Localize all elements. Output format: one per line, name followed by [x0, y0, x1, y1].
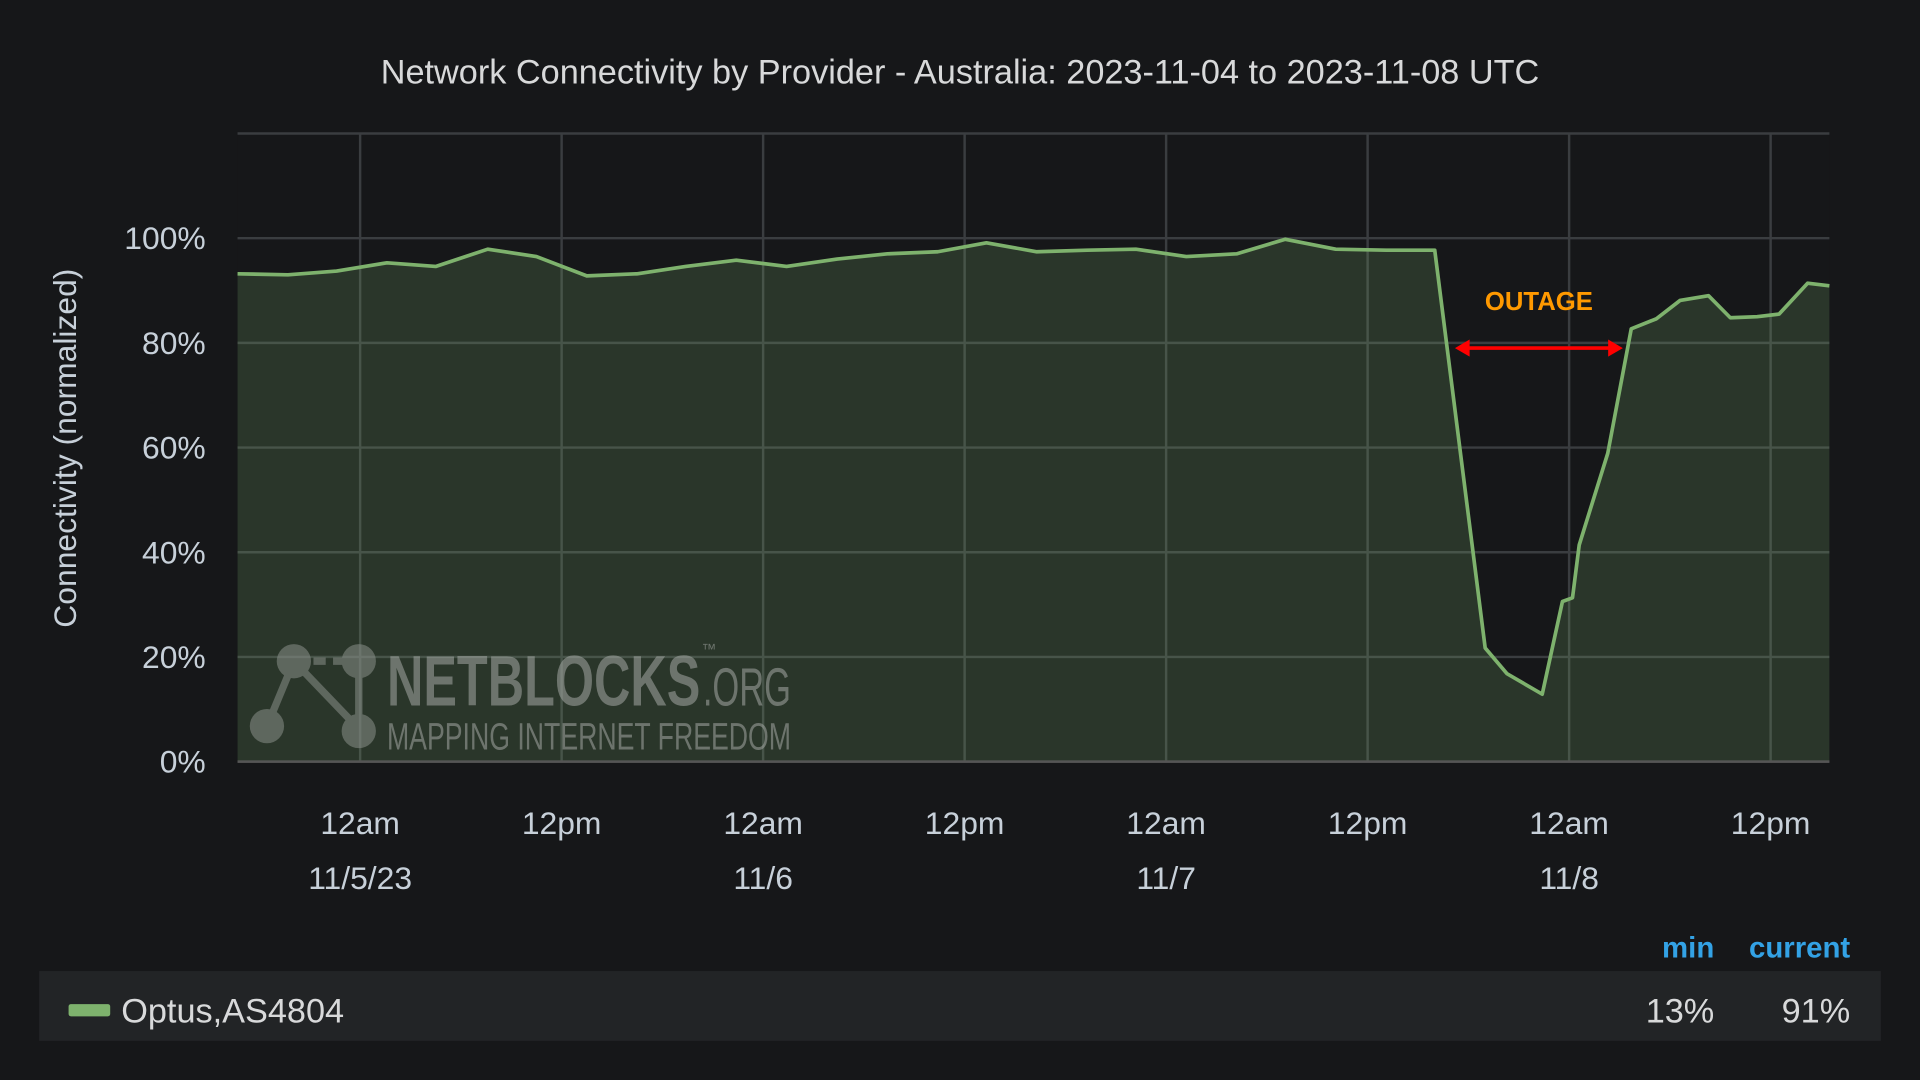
watermark-node: [276, 644, 312, 679]
x-tick-label: 11/6: [733, 860, 793, 896]
x-tick-label: 12pm: [522, 805, 602, 841]
y-tick-label: 20%: [142, 639, 206, 675]
line: [237, 237, 1830, 696]
x-tick-label: 11/5/23: [308, 860, 412, 896]
x-tick-label: 12am: [723, 805, 803, 841]
y-tick-label: 40%: [142, 534, 206, 570]
x-tick-label: 12am: [1529, 805, 1609, 841]
legend-entry: Optus,AS4804: [121, 992, 344, 1030]
watermark-tm: ™: [702, 642, 717, 658]
watermark: NETBLOCKS ™ .ORG MAPPING INTERNET FREEDO…: [249, 642, 791, 758]
annotation-arrowhead: [1454, 339, 1470, 357]
legend-row: [39, 971, 1881, 1041]
annotation-label: OUTAGE: [1485, 288, 1593, 316]
legend-stat: 13%: [1646, 992, 1715, 1030]
legend-stat: 91%: [1782, 992, 1851, 1030]
x-tick-label: 12pm: [1731, 805, 1811, 841]
annotation-arrowhead: [1608, 339, 1623, 357]
chart-title: Network Connectivity by Provider - Austr…: [381, 53, 1540, 91]
legend-column-header: current: [1749, 932, 1850, 965]
x-tick-label: 12am: [1126, 805, 1206, 841]
y-tick-label: 0%: [160, 744, 206, 780]
x-tick-label: 12am: [320, 805, 400, 841]
y-tick-label: 60%: [142, 430, 206, 466]
watermark-node: [341, 713, 376, 749]
area: [237, 239, 1830, 762]
y-tick-label: 100%: [124, 220, 205, 256]
legend-swatch: [68, 1004, 111, 1017]
x-tick-label: 12pm: [1328, 805, 1408, 841]
watermark-node: [341, 644, 376, 679]
x-tick-label: 11/8: [1539, 860, 1599, 896]
watermark-suffix: .ORG: [703, 657, 791, 717]
watermark-node: [249, 708, 285, 744]
watermark-name: NETBLOCKS: [387, 642, 700, 721]
y-axis-label: Connectivity (normalized): [47, 269, 83, 628]
y-tick-label: 80%: [142, 325, 206, 361]
x-tick-label: 11/7: [1136, 860, 1196, 896]
watermark-tagline: MAPPING INTERNET FREEDOM: [387, 716, 791, 758]
legend-column-header: min: [1662, 932, 1714, 965]
x-tick-label: 12pm: [925, 805, 1005, 841]
